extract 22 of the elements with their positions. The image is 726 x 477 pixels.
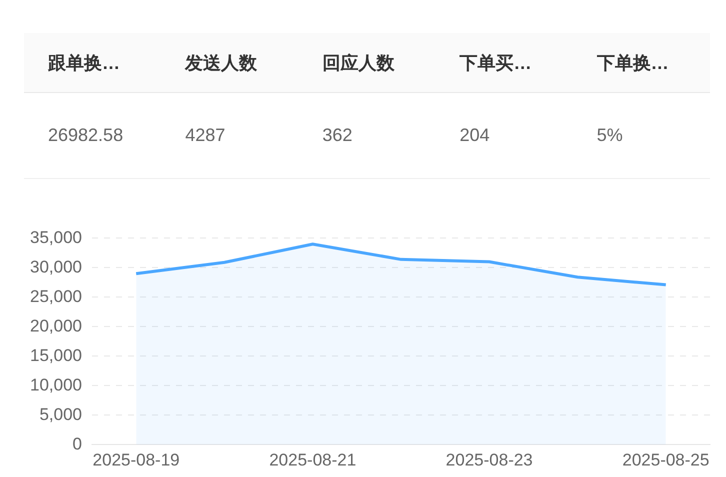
y-tick-label: 25,000 [30, 286, 82, 306]
y-tick-label: 15,000 [30, 346, 82, 365]
x-tick-label: 2025-08-25 [622, 450, 710, 470]
text: 4287 [185, 125, 226, 145]
y-tick-label: 0 [72, 434, 82, 454]
y-tick-label: 20,000 [30, 316, 82, 336]
category-label: 回应人数 [298, 33, 436, 92]
y-tick-label: 5,000 [39, 404, 82, 424]
x-tick-label: 2025-08-23 [446, 450, 533, 470]
y-tick-label: 10,000 [30, 375, 82, 394]
category-label: 下单换… [572, 33, 710, 92]
text: 5% [596, 125, 623, 145]
x-tick-label: 2025-08-19 [92, 450, 180, 470]
category-label: 跟单换… [24, 33, 162, 92]
x-tick-label: 2025-08-21 [269, 450, 356, 470]
y-tick-label: 35,000 [30, 228, 82, 247]
y-tick-label: 30,000 [30, 257, 82, 276]
text: 362 [322, 125, 352, 145]
category-label: 发送人数 [161, 33, 298, 92]
text: 204 [460, 125, 490, 145]
category-label: 下单买… [436, 33, 573, 92]
text: 26982.58 [48, 125, 124, 145]
